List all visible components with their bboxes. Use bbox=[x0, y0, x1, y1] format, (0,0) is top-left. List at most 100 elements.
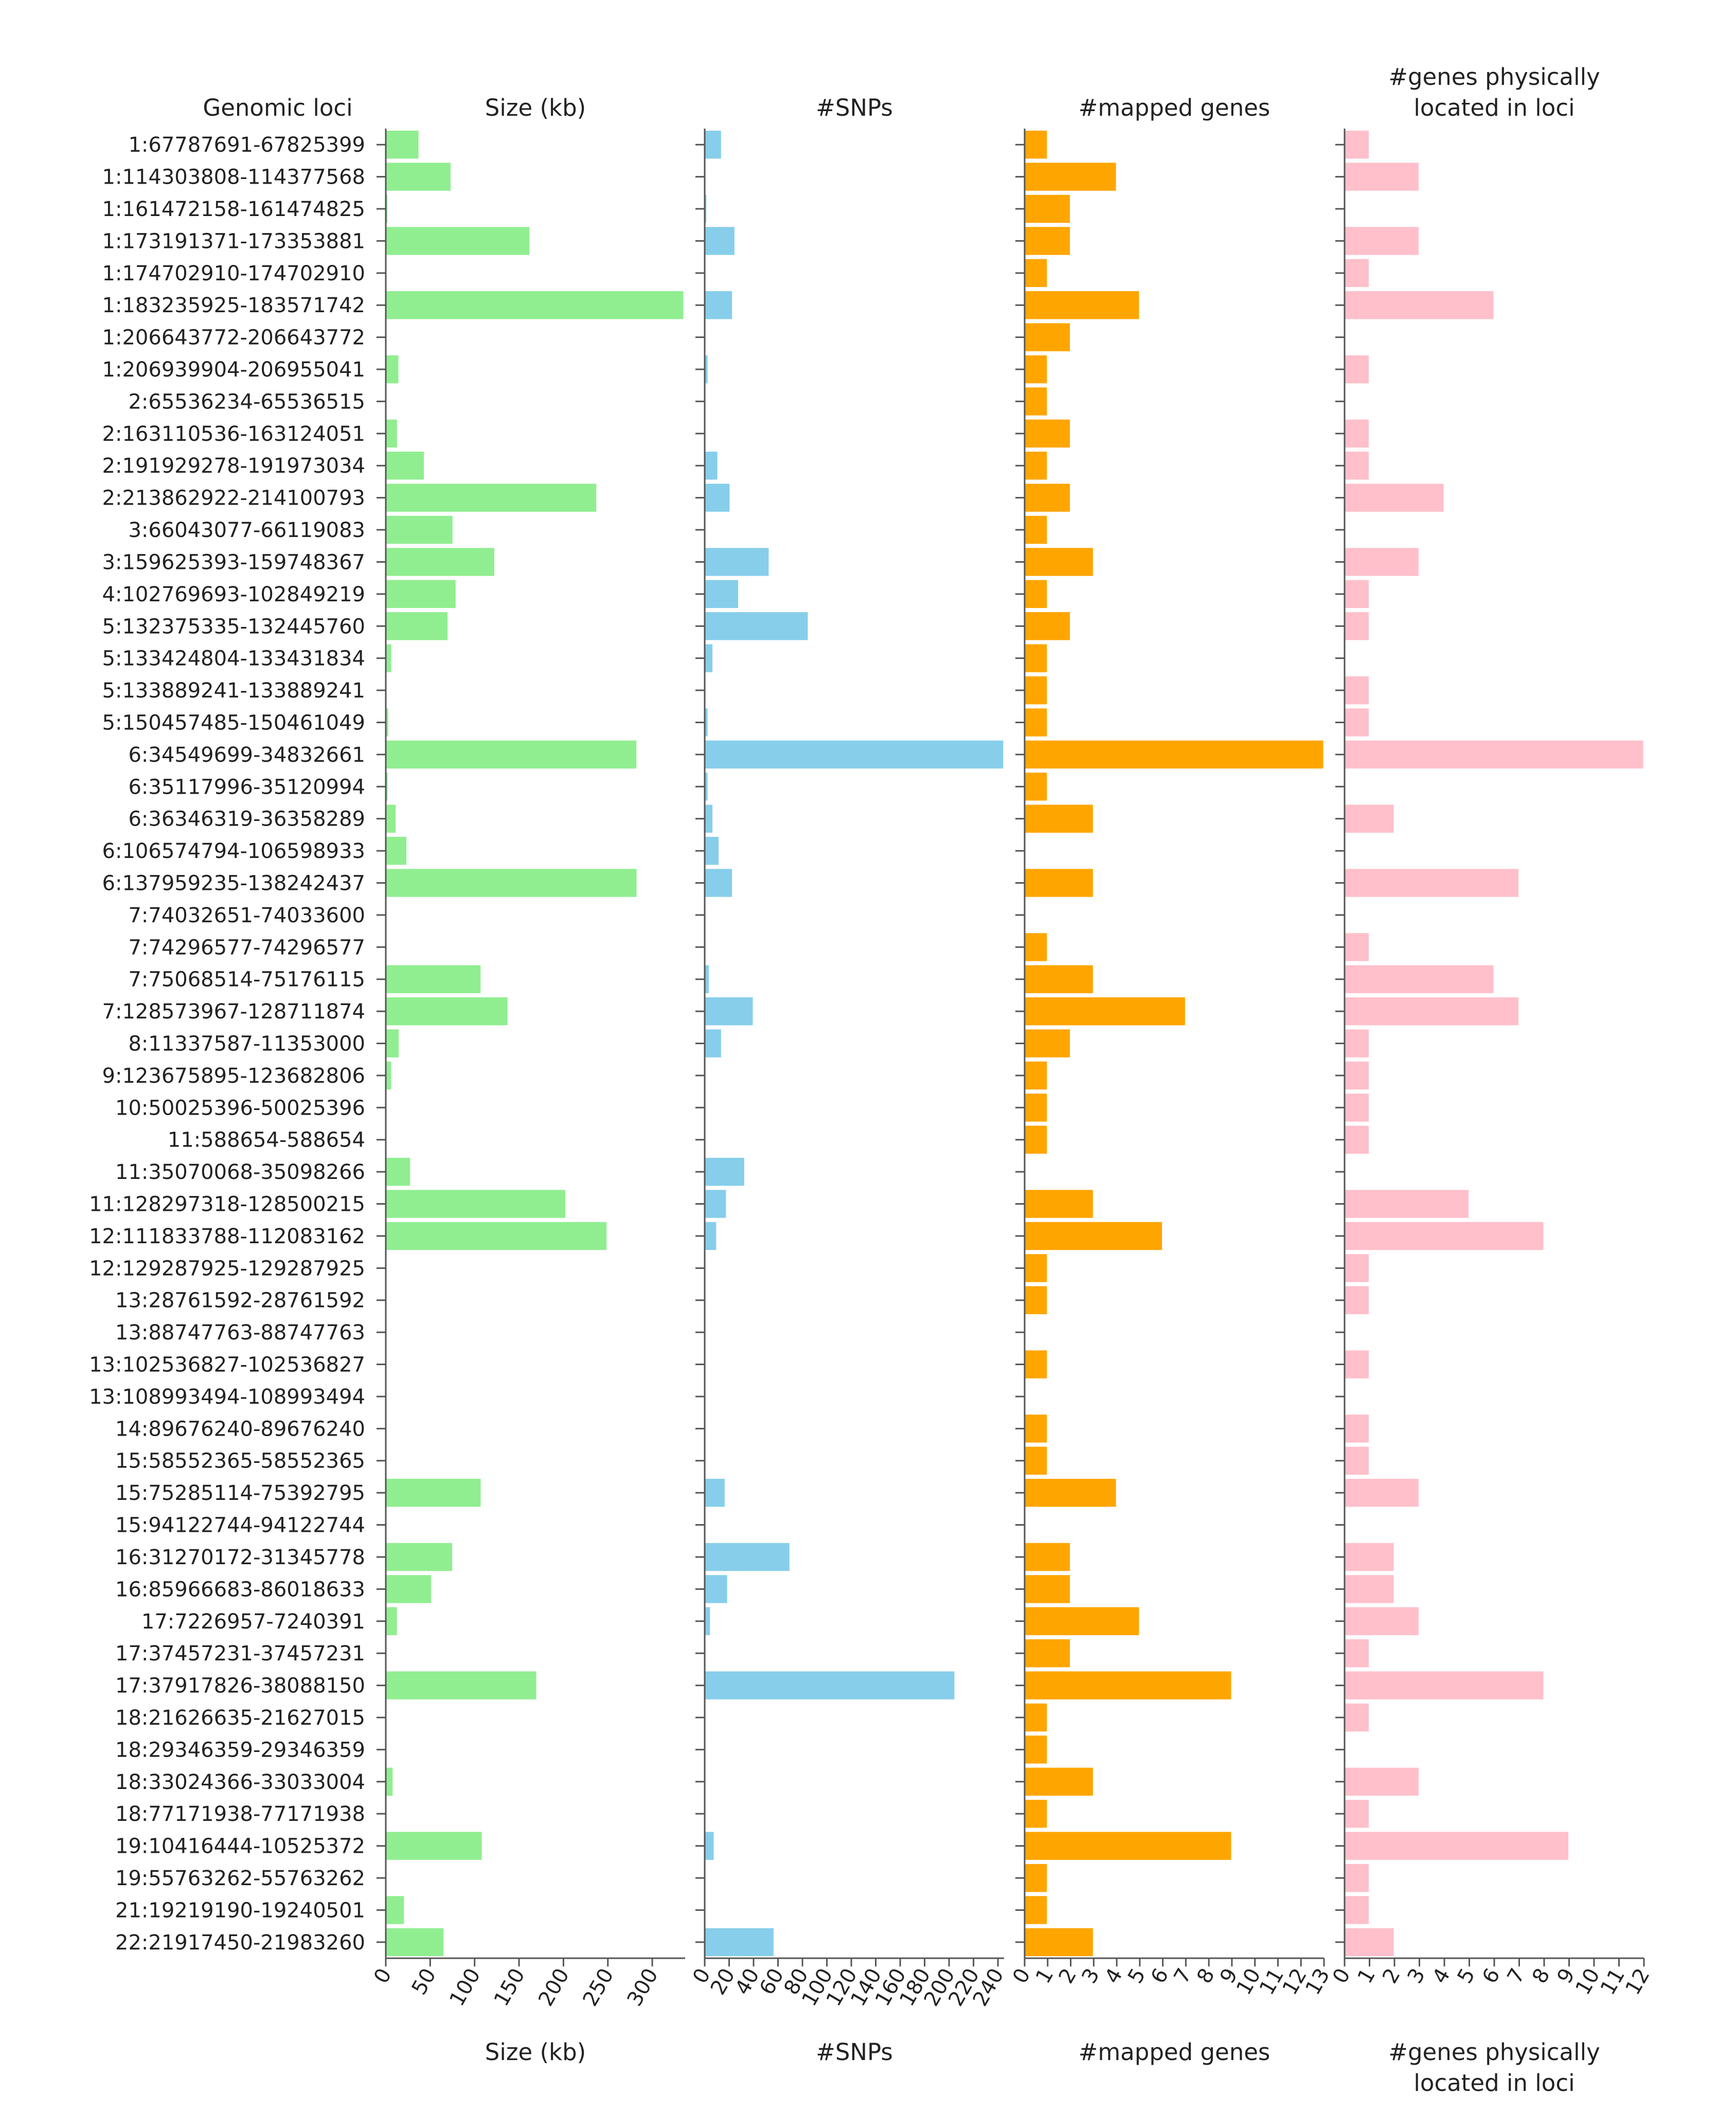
panel-3: #mapped genes#mapped genes01234567891011… bbox=[1008, 94, 1335, 2066]
bar bbox=[704, 129, 723, 160]
locus-label: 1:174702910-174702910 bbox=[102, 262, 365, 285]
bar bbox=[1344, 707, 1370, 738]
bar bbox=[704, 450, 719, 481]
bar bbox=[1344, 1220, 1545, 1252]
bar bbox=[704, 546, 771, 578]
bar bbox=[704, 482, 731, 513]
bar bbox=[1024, 1253, 1049, 1284]
category-header: Genomic loci bbox=[203, 94, 352, 121]
x-tick-label: 13 bbox=[1301, 1964, 1334, 1999]
bar bbox=[1024, 482, 1072, 513]
bar bbox=[1024, 1862, 1049, 1894]
bar bbox=[1024, 129, 1049, 160]
locus-label: 6:36346319-36358289 bbox=[128, 808, 365, 831]
bar bbox=[1024, 611, 1072, 642]
bar bbox=[1024, 1637, 1072, 1669]
locus-label: 15:75285114-75392795 bbox=[115, 1481, 365, 1505]
locus-label: 7:74032651-74033600 bbox=[128, 904, 365, 927]
bar bbox=[704, 1830, 715, 1862]
bar bbox=[1024, 739, 1325, 771]
bar bbox=[1024, 1734, 1049, 1765]
bar bbox=[1344, 1573, 1395, 1605]
bar bbox=[385, 867, 638, 899]
bar bbox=[1344, 1541, 1395, 1573]
locus-label: 18:77171938-77171938 bbox=[115, 1802, 365, 1826]
panel-title: #mapped genes bbox=[1079, 94, 1270, 121]
locus-label: 11:35070068-35098266 bbox=[115, 1160, 365, 1184]
locus-label: 2:213862922-214100793 bbox=[102, 487, 365, 510]
locus-label: 17:37917826-38088150 bbox=[115, 1674, 365, 1698]
bar bbox=[1344, 353, 1370, 385]
locus-label: 19:10416444-10525372 bbox=[115, 1835, 365, 1858]
bar bbox=[1024, 353, 1049, 385]
locus-label: 17:7226957-7240391 bbox=[141, 1610, 365, 1634]
bar bbox=[1024, 1702, 1049, 1733]
bar bbox=[1024, 386, 1049, 417]
bar bbox=[1344, 1862, 1370, 1894]
bar bbox=[1024, 771, 1049, 802]
bar bbox=[704, 611, 810, 642]
locus-label: 6:34549699-34832661 bbox=[128, 743, 365, 767]
bar bbox=[1024, 1092, 1049, 1123]
bar bbox=[1024, 707, 1049, 738]
locus-label: 8:11337587-11353000 bbox=[128, 1032, 365, 1056]
bar bbox=[385, 225, 531, 257]
bar bbox=[1344, 1028, 1370, 1059]
bar bbox=[1344, 1894, 1370, 1926]
bar bbox=[1024, 1894, 1049, 1926]
x-tick-label: 200 bbox=[534, 1964, 574, 2010]
locus-label: 2:163110536-163124051 bbox=[102, 422, 365, 446]
bar bbox=[1024, 1413, 1049, 1444]
x-tick-label: 3 bbox=[1403, 1964, 1430, 1988]
locus-label: 5:132375335-132445760 bbox=[102, 615, 365, 638]
bar bbox=[704, 225, 736, 257]
locus-label: 2:65536234-65536515 bbox=[128, 390, 365, 414]
bar bbox=[1024, 225, 1072, 257]
locus-label: 21:19219190-19240501 bbox=[115, 1899, 365, 1922]
bar bbox=[1024, 321, 1072, 353]
locus-label: 15:94122744-94122744 bbox=[115, 1514, 365, 1537]
x-tick-label: 5 bbox=[1453, 1964, 1480, 1988]
bar bbox=[1344, 1349, 1370, 1380]
bar bbox=[1024, 867, 1095, 899]
locus-label: 1:161472158-161474825 bbox=[102, 198, 365, 221]
panels: Size (kb)Size (kb)0 50 100 150 200 250 300#SNP… bbox=[369, 63, 1655, 2097]
bar bbox=[1344, 1253, 1370, 1284]
locus-label: 18:29346359-29346359 bbox=[115, 1738, 365, 1762]
locus-label: 9:123675895-123682806 bbox=[102, 1064, 365, 1088]
bar bbox=[1344, 1798, 1370, 1830]
bar bbox=[1344, 867, 1520, 899]
locus-label: 18:33024366-33033004 bbox=[115, 1770, 365, 1794]
locus-label: 11:588654-588654 bbox=[168, 1129, 365, 1152]
bar bbox=[704, 290, 734, 321]
bar bbox=[1024, 1060, 1049, 1092]
locus-labels: 1:67787691-67825399 1:114303808-114377568… bbox=[89, 133, 365, 1955]
bar bbox=[1344, 1830, 1570, 1862]
bar bbox=[704, 835, 721, 867]
x-tick-label: 8 bbox=[1528, 1964, 1555, 1988]
bar bbox=[385, 514, 454, 546]
locus-label: 10:50025396-50025396 bbox=[115, 1096, 365, 1120]
bar bbox=[1344, 1670, 1545, 1701]
bar bbox=[1024, 1124, 1049, 1155]
x-tick-label: 50 bbox=[407, 1964, 441, 1999]
panel-2: #SNPs#SNPs020406080100120140160180200220… bbox=[688, 94, 1009, 2066]
bar bbox=[1344, 1284, 1370, 1316]
x-tick-label: 7 bbox=[1503, 1964, 1530, 1988]
locus-label: 13:108993494-108993494 bbox=[89, 1385, 365, 1409]
bar bbox=[1344, 674, 1370, 706]
bar bbox=[1344, 257, 1370, 289]
locus-label: 16:31270172-31345778 bbox=[115, 1546, 365, 1569]
locus-label: 7:74296577-74296577 bbox=[128, 936, 365, 959]
bar bbox=[1024, 995, 1187, 1027]
x-tick-label: 12 bbox=[1621, 1964, 1654, 1999]
bar bbox=[1344, 803, 1395, 834]
locus-label: 2:191929278-191973034 bbox=[102, 454, 365, 478]
bar bbox=[385, 1830, 484, 1862]
bar bbox=[385, 1541, 454, 1573]
bar bbox=[1344, 225, 1420, 257]
bar bbox=[385, 482, 598, 513]
bar bbox=[385, 1060, 393, 1092]
bar bbox=[385, 739, 638, 771]
